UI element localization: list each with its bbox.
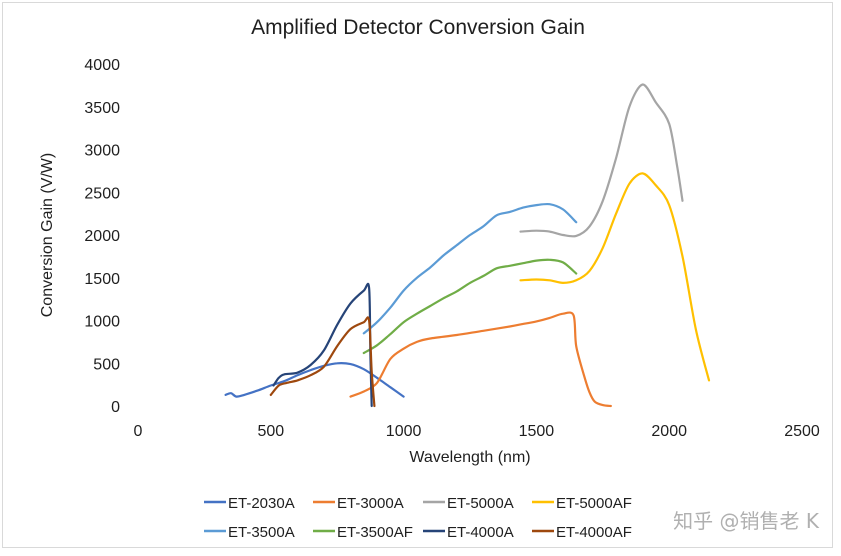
legend-label: ET-4000A — [447, 524, 514, 541]
legend-label: ET-2030A — [228, 495, 295, 512]
series-lines — [224, 83, 711, 408]
x-tick-label: 0 — [134, 423, 143, 440]
series-line-et-5000af — [519, 172, 711, 382]
x-tick-label: 1500 — [519, 423, 555, 440]
legend-label: ET-3000A — [337, 495, 404, 512]
y-axis-label: Conversion Gain (V/W) — [39, 153, 56, 318]
x-tick-label: 500 — [257, 423, 284, 440]
series-line-et-3500af — [362, 258, 578, 355]
y-tick-label: 1500 — [84, 271, 120, 288]
series-line-et-4000af — [269, 316, 376, 408]
watermark: 知乎 @销售老 K — [673, 509, 819, 533]
series-line-et-3500a — [362, 202, 578, 335]
series-line-et-4000a — [272, 282, 373, 408]
y-tick-label: 3500 — [84, 100, 120, 117]
y-tick-label: 500 — [93, 356, 120, 373]
series-line-et-5000a — [519, 83, 684, 238]
y-tick-label: 1000 — [84, 314, 120, 331]
x-tick-label: 2000 — [651, 423, 687, 440]
series-line-et-3000a — [349, 311, 612, 408]
legend: ET-2030A ET-3000A ET-5000A ET-5000AF ET-3500… — [204, 495, 632, 541]
y-tick-label: 2000 — [84, 228, 120, 245]
legend-label: ET-5000AF — [556, 495, 632, 512]
y-tick-label: 4000 — [84, 57, 120, 74]
x-tick-label: 2500 — [784, 423, 820, 440]
chart-frame — [2, 2, 833, 548]
chart-title: Amplified Detector Conversion Gain — [251, 16, 585, 39]
legend-label: ET-4000AF — [556, 524, 632, 541]
legend-label: ET-3500AF — [337, 524, 413, 541]
y-tick-labels: 0 500 1000 1500 2000 2500 3000 3500 4000 — [84, 57, 120, 416]
y-tick-label: 3000 — [84, 143, 120, 160]
legend-label: ET-3500A — [228, 524, 295, 541]
legend-label: ET-5000A — [447, 495, 514, 512]
x-axis-label: Wavelength (nm) — [409, 449, 530, 466]
y-tick-label: 2500 — [84, 185, 120, 202]
x-tick-labels: 0 500 1000 1500 2000 2500 — [134, 423, 820, 440]
x-tick-label: 1000 — [386, 423, 422, 440]
y-tick-label: 0 — [111, 399, 120, 416]
